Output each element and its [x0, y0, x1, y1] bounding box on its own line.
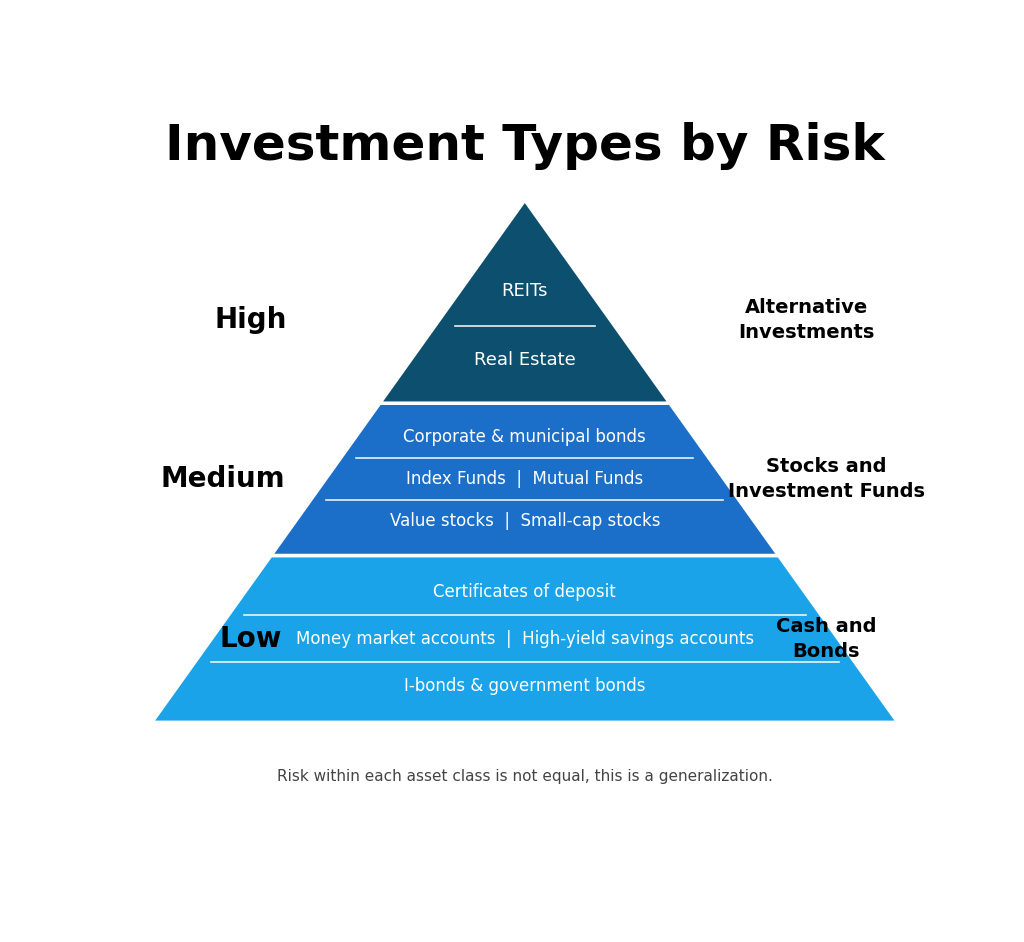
Text: Stocks and
Investment Funds: Stocks and Investment Funds [728, 457, 925, 501]
Text: Certificates of deposit: Certificates of deposit [433, 583, 616, 601]
Text: Medium: Medium [161, 465, 286, 494]
Polygon shape [152, 556, 898, 723]
Text: Corporate & municipal bonds: Corporate & municipal bonds [403, 429, 646, 447]
Text: High: High [215, 306, 287, 333]
Text: Value stocks  |  Small-cap stocks: Value stocks | Small-cap stocks [389, 512, 660, 530]
Text: REITs: REITs [502, 283, 548, 300]
Text: Risk within each asset class is not equal, this is a generalization.: Risk within each asset class is not equa… [276, 770, 773, 785]
Text: Alternative
Investments: Alternative Investments [738, 298, 874, 342]
Polygon shape [271, 403, 778, 556]
Polygon shape [380, 200, 670, 403]
Text: Cash and
Bonds: Cash and Bonds [776, 617, 877, 661]
Text: Low: Low [220, 625, 283, 653]
Text: Investment Types by Risk: Investment Types by Risk [165, 122, 885, 170]
Text: Real Estate: Real Estate [474, 351, 575, 369]
Text: Index Funds  |  Mutual Funds: Index Funds | Mutual Funds [407, 470, 643, 488]
Text: Money market accounts  |  High-yield savings accounts: Money market accounts | High-yield savin… [296, 630, 754, 648]
Text: I-bonds & government bonds: I-bonds & government bonds [404, 676, 645, 695]
